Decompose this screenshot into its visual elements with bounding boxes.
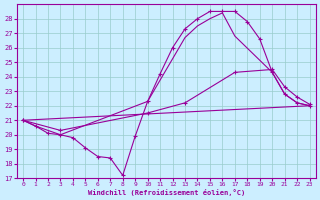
X-axis label: Windchill (Refroidissement éolien,°C): Windchill (Refroidissement éolien,°C)	[88, 189, 245, 196]
